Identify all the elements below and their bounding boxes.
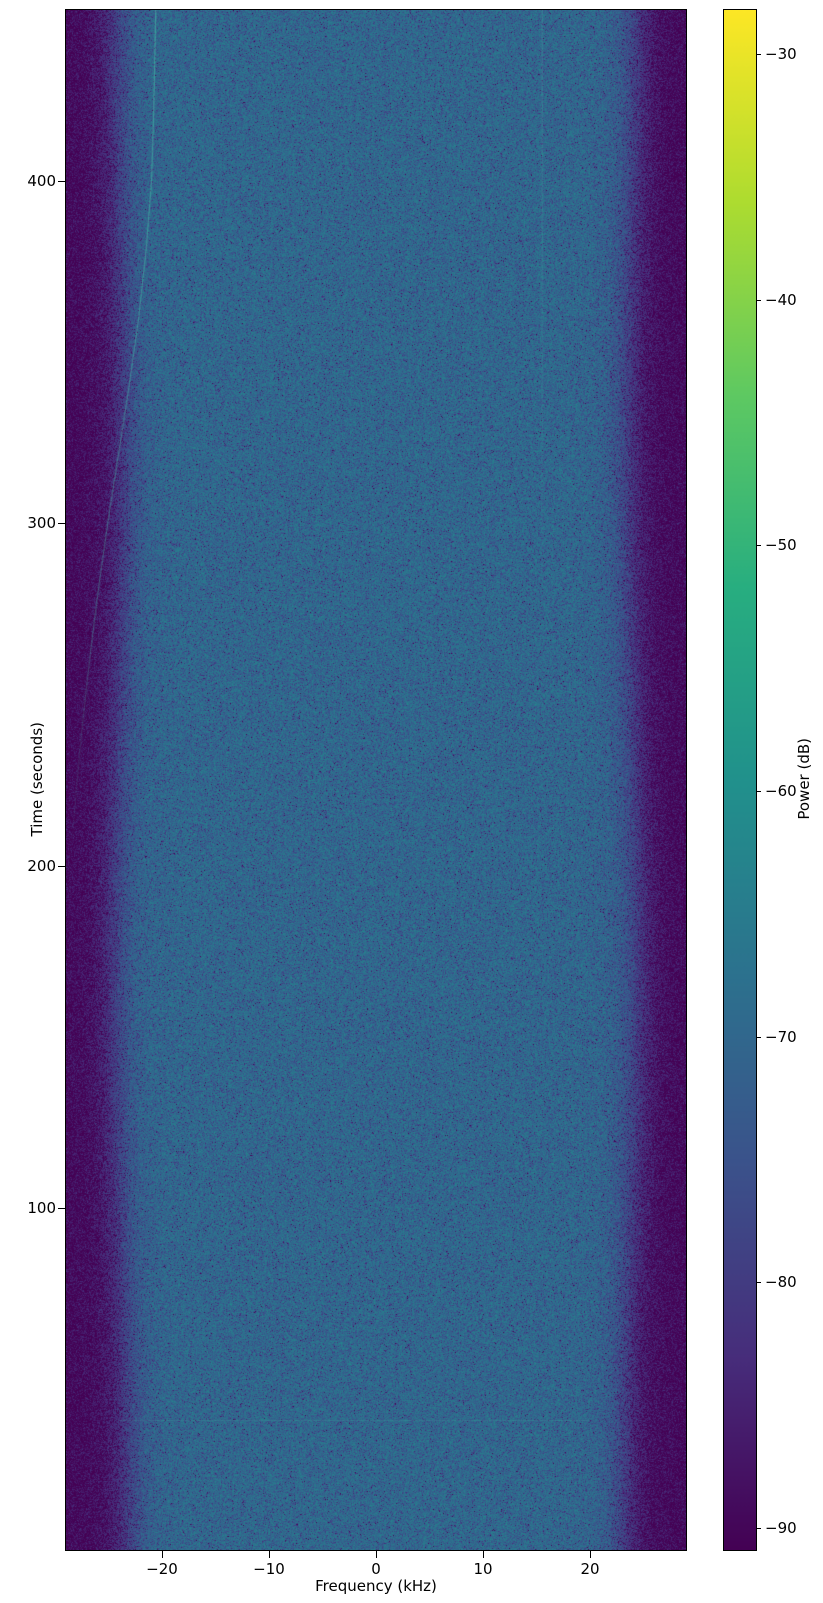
x-tick	[269, 1551, 270, 1558]
colorbar-tick	[757, 1282, 761, 1283]
x-tick-label: 20	[580, 1560, 600, 1578]
colorbar-tick	[757, 1528, 761, 1529]
y-tick-label: 100	[27, 1199, 56, 1217]
x-tick	[376, 1551, 377, 1558]
x-tick-label: 0	[371, 1560, 381, 1578]
colorbar-tick-label: −80	[765, 1273, 797, 1291]
y-tick-label: 200	[27, 857, 56, 875]
colorbar-tick-label: −50	[765, 536, 797, 554]
colorbar-label-wrap: Power (dB)	[795, 9, 813, 1549]
y-tick	[58, 181, 65, 182]
colorbar-tick-label: −40	[765, 291, 797, 309]
colorbar-gradient	[723, 9, 757, 1551]
colorbar-tick-label: −70	[765, 1028, 797, 1046]
colorbar-tick-label: −30	[765, 45, 797, 63]
y-tick	[58, 1208, 65, 1209]
colorbar-label: Power (dB)	[795, 738, 813, 820]
x-tick-label: −10	[253, 1560, 285, 1578]
colorbar-tick	[757, 791, 761, 792]
y-tick-label: 300	[27, 514, 56, 532]
y-tick	[58, 866, 65, 867]
x-tick	[483, 1551, 484, 1558]
y-tick-label: 400	[27, 172, 56, 190]
y-axis-label: Time (seconds)	[28, 721, 46, 837]
spectrogram-heatmap	[65, 9, 687, 1551]
x-tick	[162, 1551, 163, 1558]
x-tick	[590, 1551, 591, 1558]
colorbar-tick-label: −60	[765, 782, 797, 800]
y-tick	[58, 523, 65, 524]
colorbar-tick-label: −90	[765, 1519, 797, 1537]
colorbar-tick	[757, 54, 761, 55]
colorbar-tick	[757, 300, 761, 301]
colorbar-tick	[757, 545, 761, 546]
colorbar-tick	[757, 1037, 761, 1038]
x-axis-label: Frequency (kHz)	[315, 1577, 437, 1595]
x-tick-label: 10	[473, 1560, 493, 1578]
x-tick-label: −20	[146, 1560, 178, 1578]
y-axis-label-wrap: Time (seconds)	[28, 9, 46, 1549]
